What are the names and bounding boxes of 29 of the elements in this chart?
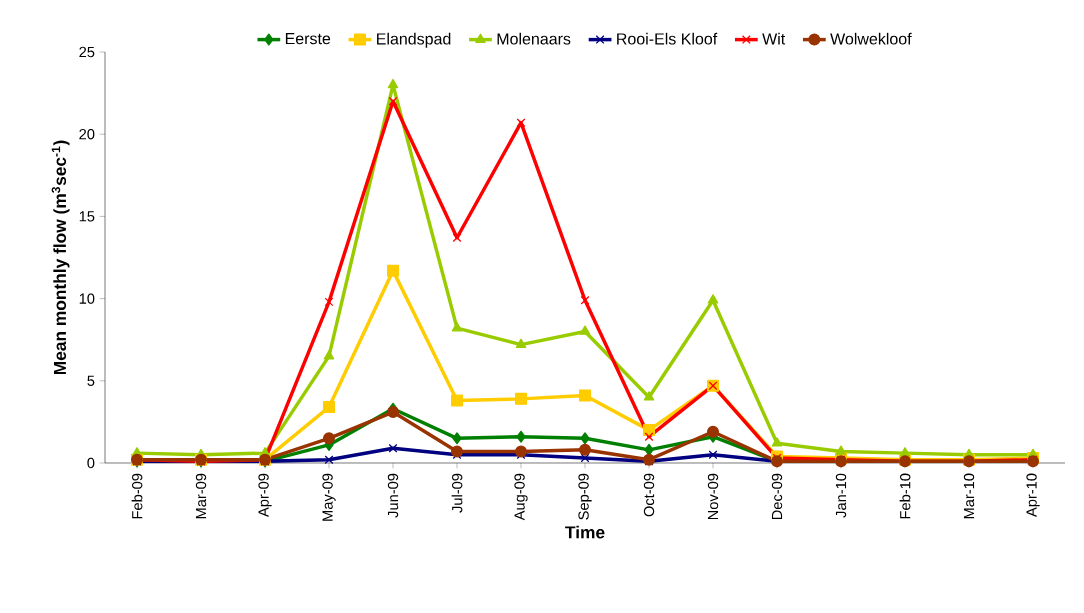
x-tick-label: Apr-10: [1026, 473, 1040, 518]
x-tick-label: Sep-09: [578, 473, 592, 520]
x-tick-label: Apr-09: [258, 473, 272, 518]
legend-label: Rooi-Els Kloof: [617, 32, 718, 45]
legend-label: Eerste: [285, 33, 331, 45]
x-axis-title: Time: [565, 525, 605, 539]
y-tick-label: 25: [79, 46, 95, 58]
x-tick-label: Nov-09: [707, 473, 719, 520]
x-tick-label: May-09: [322, 473, 336, 521]
legend-label: Wolwekloof: [830, 32, 912, 45]
x-tick-label: Jul-09: [451, 473, 463, 513]
y-tick-label: 15: [79, 211, 95, 222]
x-tick-label: Aug-09: [514, 473, 528, 521]
legend-label: Elandspad: [377, 32, 451, 48]
legend-label: Molenaars: [497, 32, 571, 45]
legend-label: Wit: [762, 32, 786, 45]
y-tick-label: 20: [79, 129, 95, 140]
y-tick-label: 10: [79, 293, 95, 304]
x-tick-label: Mar-09: [195, 473, 207, 519]
x-tick-label: Feb-10: [899, 473, 911, 519]
y-tick-label: 0: [87, 457, 95, 469]
x-tick-label: Mar-10: [963, 473, 975, 519]
y-axis-title: Mean monthly flow (m$^{3}$sec$^{-1}$): [51, 140, 70, 375]
x-tick-label: Jun-09: [387, 473, 399, 518]
y-tick-label: 5: [87, 375, 95, 386]
x-tick-label: Jan-10: [835, 473, 847, 518]
x-tick-label: Dec-09: [771, 473, 783, 520]
x-tick-label: Feb-09: [131, 473, 143, 519]
x-tick-label: Oct-09: [643, 473, 655, 517]
